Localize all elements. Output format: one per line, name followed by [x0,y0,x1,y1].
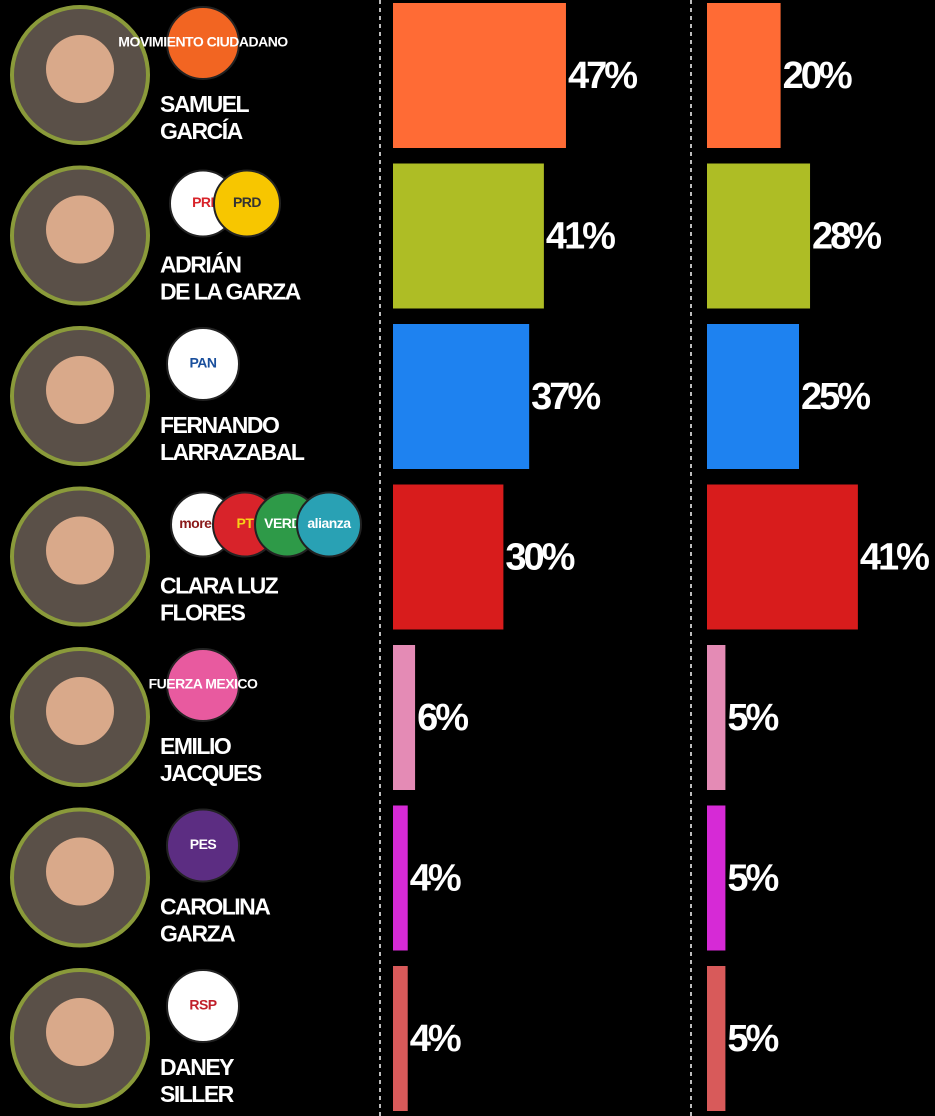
candidate-name: DANEY [160,1054,234,1080]
value-label: 37% [531,376,600,418]
value-label: 5% [727,697,778,739]
party-logo-text: PES [190,836,217,852]
bar [393,966,408,1111]
candidate-name: CLARA LUZ [160,573,279,599]
party-logo [166,648,240,722]
bar [393,324,530,469]
candidate-name: ADRIÁN [160,251,241,278]
party-logo-text: RSP [189,997,216,1013]
value-label: 28% [812,216,881,258]
value-label: 30% [505,537,574,579]
photo-face [46,998,114,1066]
candidate-name: LARRAZABAL [160,439,305,465]
value-label: 20% [783,55,852,97]
party-logo [166,808,240,883]
candidate-name: CAROLINA [160,894,270,920]
party-logo [166,327,240,401]
candidate-name: FLORES [160,600,245,626]
value-label: 47% [568,55,637,97]
photo-face [46,677,114,745]
value-label: 4% [410,1018,461,1060]
bar [393,3,566,148]
candidate-name: SILLER [160,1081,235,1107]
party-logo [166,6,240,80]
photo-face [46,356,114,424]
candidate-name: EMILIO [160,733,231,759]
candidate-name: FERNANDO [160,412,279,438]
value-label: 25% [801,376,870,418]
photo-face [46,35,114,103]
photo-face [46,837,114,906]
candidate-name: DE LA GARZA [160,279,301,305]
bar [707,3,781,148]
bar [707,484,858,630]
party-logo-text: PAN [189,355,216,371]
party-logo-text: FUERZA MEXICO [149,676,258,692]
candidate-name: SAMUEL [160,91,250,117]
value-label: 5% [727,1018,778,1060]
bar [393,805,408,951]
party-logo [213,169,281,238]
party-logo [296,491,362,558]
value-label: 6% [417,697,468,739]
bar [393,645,416,790]
party-logo [166,969,240,1043]
bar [707,324,799,469]
candidate-name: GARCÍA [160,117,243,144]
value-label: 4% [410,858,461,900]
value-label: 41% [860,537,929,579]
party-logo-text: MOVIMIENTO CIUDADANO [118,34,288,50]
bar [393,484,504,630]
value-label: 41% [546,216,615,258]
party-logo-text: PRD [233,194,261,210]
photo-face [46,195,114,264]
party-logo-text: PRI [192,194,214,210]
value-label: 5% [727,858,778,900]
party-logo-text: alianza [307,515,351,531]
bar [707,966,726,1111]
bar [707,163,811,309]
bar [393,163,544,309]
bar [707,805,726,951]
candidate-name: GARZA [160,921,235,947]
bar [707,645,726,790]
candidate-name: JACQUES [160,760,262,786]
party-logo-text: PT [237,515,255,531]
photo-face [46,516,114,585]
